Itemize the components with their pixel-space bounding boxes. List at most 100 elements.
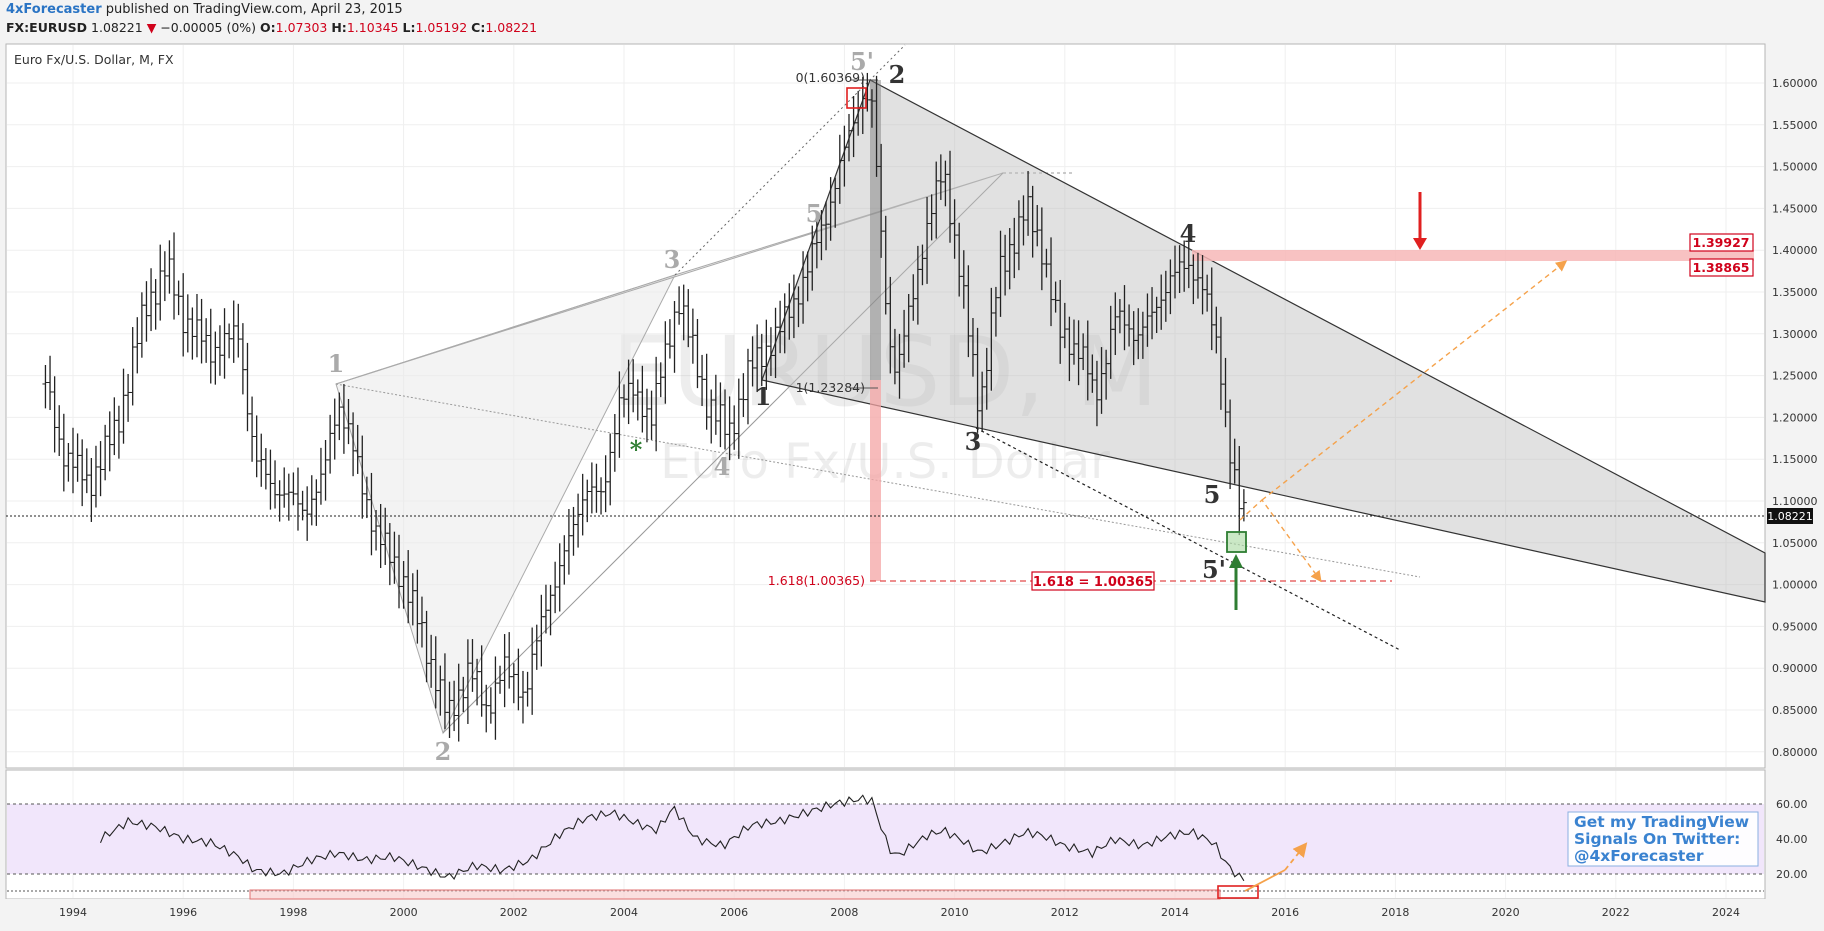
open-label: O: <box>260 20 276 35</box>
price-tick-label: 1.20000 <box>1772 411 1818 424</box>
last-price: 1.08221 <box>91 20 143 35</box>
last-price-tag <box>1767 508 1813 524</box>
dark-wedge <box>761 79 1766 603</box>
fib-red-bar <box>870 380 881 581</box>
resistance-zone <box>1192 250 1754 261</box>
price-tick-label: 1.60000 <box>1772 77 1818 90</box>
promo-box[interactable] <box>1567 811 1759 867</box>
wave-grey-4: 4 <box>714 452 731 481</box>
time-tick-label: 2004 <box>610 906 638 919</box>
rsi-tick-label: 60.00 <box>1776 798 1808 811</box>
grey-channel-dotted <box>674 44 906 276</box>
time-tick-label: 1994 <box>59 906 87 919</box>
rsi-band <box>7 804 1764 874</box>
wave-grey-2: 2 <box>435 737 452 766</box>
time-tick-label: 2024 <box>1712 906 1740 919</box>
time-tick-label: 2008 <box>830 906 858 919</box>
fib-1-label: 1(1.23284) <box>796 380 865 395</box>
author-link[interactable]: 4xForecaster <box>6 2 102 17</box>
time-tick-label: 2010 <box>941 906 969 919</box>
price-chart[interactable]: EURUSD, M Euro Fx/U.S. Dollar <box>0 40 1824 931</box>
price-axis[interactable] <box>1766 44 1824 899</box>
price-tick-label: 1.40000 <box>1772 244 1818 257</box>
price-tick-label: 1.15000 <box>1772 453 1818 466</box>
low-label: L: <box>402 20 416 35</box>
price-tick-label: 1.50000 <box>1772 161 1818 174</box>
watermark-name: Euro Fx/U.S. Dollar <box>660 434 1110 490</box>
open-value: 1.07303 <box>275 20 328 35</box>
time-tick-label: 2014 <box>1161 906 1189 919</box>
time-tick-label: 2000 <box>390 906 418 919</box>
wave-dark-5-prime: 5' <box>1202 555 1226 584</box>
down-triangle-icon: ▼ <box>146 20 157 35</box>
close-label: C: <box>471 20 486 35</box>
price-tick-label: 0.90000 <box>1772 662 1818 675</box>
price-tick-label: 1.45000 <box>1772 202 1818 215</box>
wave-grey-1: 1 <box>328 349 345 378</box>
price-tick-label: 1.10000 <box>1772 495 1818 508</box>
wave-dark-4: 4 <box>1180 219 1197 248</box>
projection-up <box>1261 260 1568 501</box>
price-tick-label: 1.55000 <box>1772 119 1818 132</box>
symbol: FX:EURUSD <box>6 20 88 35</box>
level-a-box <box>1689 233 1754 252</box>
fib-box-label: 1.618 = 1.00365 <box>1033 575 1153 590</box>
ohlc-bars <box>42 72 1247 742</box>
rsi-marker-box <box>1217 885 1259 899</box>
wave-dark-5: 5 <box>1204 480 1221 509</box>
promo-line-1: Get my TradingView <box>1574 813 1749 831</box>
buy-arrow-icon <box>1229 554 1243 568</box>
star-mark: * <box>630 435 643 464</box>
wave-grey-5: 5 <box>806 199 823 228</box>
high-label: H: <box>331 20 347 35</box>
price-tick-label: 0.80000 <box>1772 746 1818 759</box>
time-tick-label: 1998 <box>279 906 307 919</box>
fib-box <box>1031 571 1155 591</box>
price-tick-label: 1.35000 <box>1772 286 1818 299</box>
fib-grey-bar <box>870 80 881 380</box>
rsi-tick-label: 20.00 <box>1776 868 1808 881</box>
level-b-box <box>1689 258 1754 277</box>
time-tick-label: 2006 <box>720 906 748 919</box>
time-tick-label: 2016 <box>1271 906 1299 919</box>
price-tick-label: 1.00000 <box>1772 579 1818 592</box>
published-text: published on TradingView.com, April 23, … <box>101 2 403 17</box>
time-tick-label: 2022 <box>1602 906 1630 919</box>
grey-wave-wedge-upper <box>335 172 1004 385</box>
price-tick-label: 0.95000 <box>1772 620 1818 633</box>
wave-dark-2: 2 <box>889 60 906 89</box>
price-tick-label: 0.85000 <box>1772 704 1818 717</box>
time-tick-label: 2002 <box>500 906 528 919</box>
promo-line-3: @4xForecaster <box>1574 847 1704 865</box>
sell-arrow-icon <box>1413 238 1427 250</box>
level-b-label: 1.38865 <box>1693 260 1750 275</box>
price-tick-label: 1.05000 <box>1772 537 1818 550</box>
wave-dark-3: 3 <box>965 427 982 456</box>
wave-grey-5-prime: 5' <box>850 47 874 76</box>
publish-line: 4xForecaster published on TradingView.co… <box>6 2 403 17</box>
price-change: −0.00005 (0%) <box>160 20 257 35</box>
price-tick-label: 1.30000 <box>1772 328 1818 341</box>
low-value: 1.05192 <box>415 20 468 35</box>
wave-dark-1: 1 <box>755 382 772 411</box>
quote-line: FX:EURUSD 1.08221 ▼ −0.00005 (0%) O:1.07… <box>6 20 537 35</box>
chart-title: Euro Fx/U.S. Dollar, M, FX <box>14 52 174 67</box>
time-axis[interactable] <box>0 899 1766 931</box>
last-price-tag-label: 1.08221 <box>1767 510 1813 523</box>
promo-line-2: Signals On Twitter: <box>1574 830 1740 848</box>
high-value: 1.10345 <box>346 20 399 35</box>
top-marker-box <box>846 87 867 109</box>
rsi-line <box>99 794 1245 882</box>
wave-grey-3: 3 <box>664 245 681 274</box>
buy-zone-box <box>1226 531 1247 553</box>
time-tick-label: 1996 <box>169 906 197 919</box>
main-pane[interactable] <box>5 43 1766 769</box>
level-a-label: 1.39927 <box>1693 235 1750 250</box>
close-value: 1.08221 <box>485 20 538 35</box>
rsi-oversold-zone <box>249 889 1221 900</box>
dark-lower-dotted <box>975 427 1401 651</box>
price-tick-label: 1.25000 <box>1772 370 1818 383</box>
fib-0-label: 0(1.60369) <box>796 70 865 85</box>
time-tick-label: 2020 <box>1492 906 1520 919</box>
